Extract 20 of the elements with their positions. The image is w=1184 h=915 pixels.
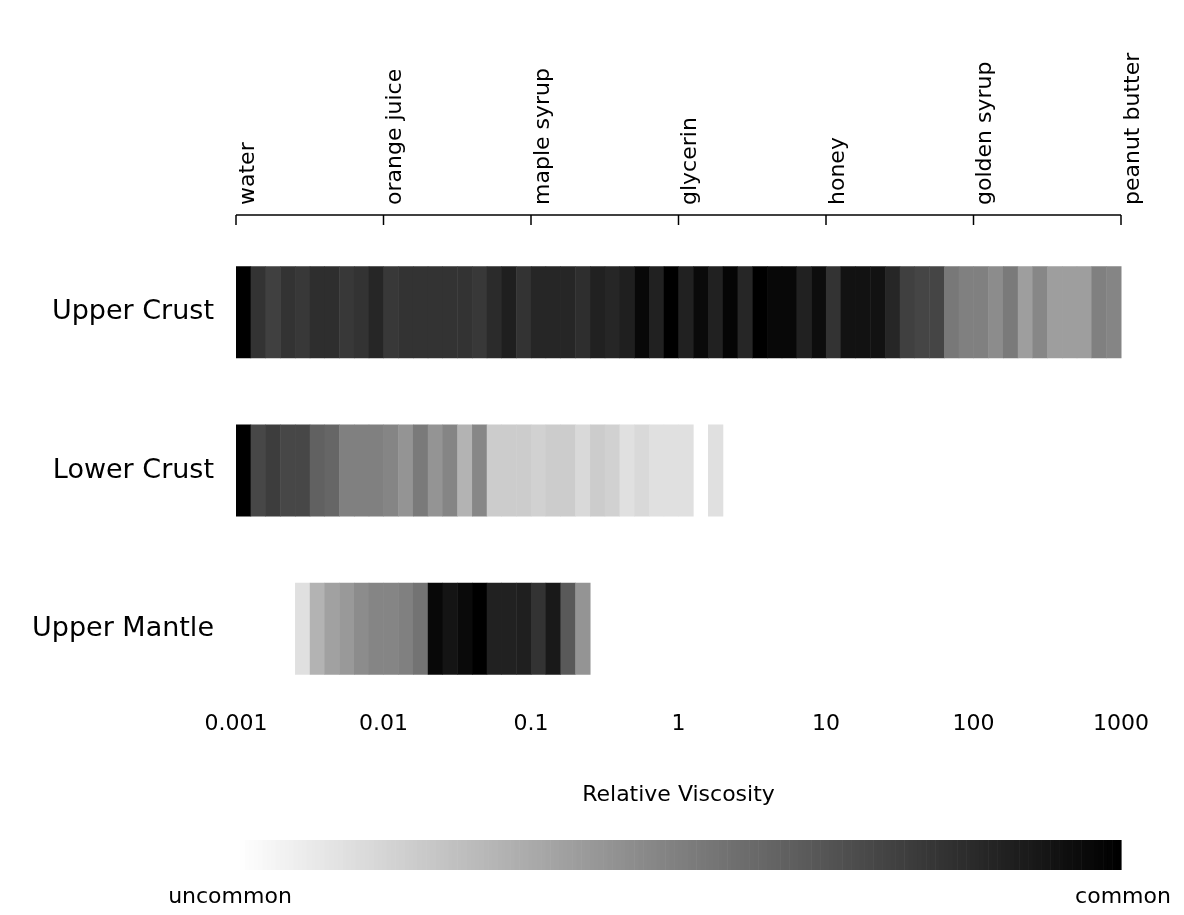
text: orange juice (381, 68, 407, 205)
x-tick-label: 0.001 (204, 709, 268, 735)
color-bar-label: uncommon (168, 882, 292, 908)
text: maple syrup (528, 68, 554, 205)
color-bar-label: common (1075, 882, 1171, 908)
text: honey (823, 137, 849, 205)
text: golden syrup (971, 61, 997, 205)
text: glycerin (676, 117, 702, 205)
x-tick-label: 0.1 (513, 709, 549, 735)
x-tick-label: 1000 (1093, 709, 1149, 735)
y-tick-label: Lower Crust (52, 452, 214, 484)
text: water (233, 141, 259, 205)
text: peanut butter (1118, 51, 1144, 205)
y-tick-label: Upper Crust (51, 294, 214, 326)
y-tick-label: Upper Mantle (32, 610, 214, 642)
x-axis-title: Relative Viscosity (582, 780, 775, 806)
x-tick-label: 10 (812, 709, 840, 735)
x-tick-label: 1 (671, 709, 686, 735)
x-tick-label: 0.01 (359, 709, 408, 735)
x-tick-label: 100 (952, 709, 995, 735)
